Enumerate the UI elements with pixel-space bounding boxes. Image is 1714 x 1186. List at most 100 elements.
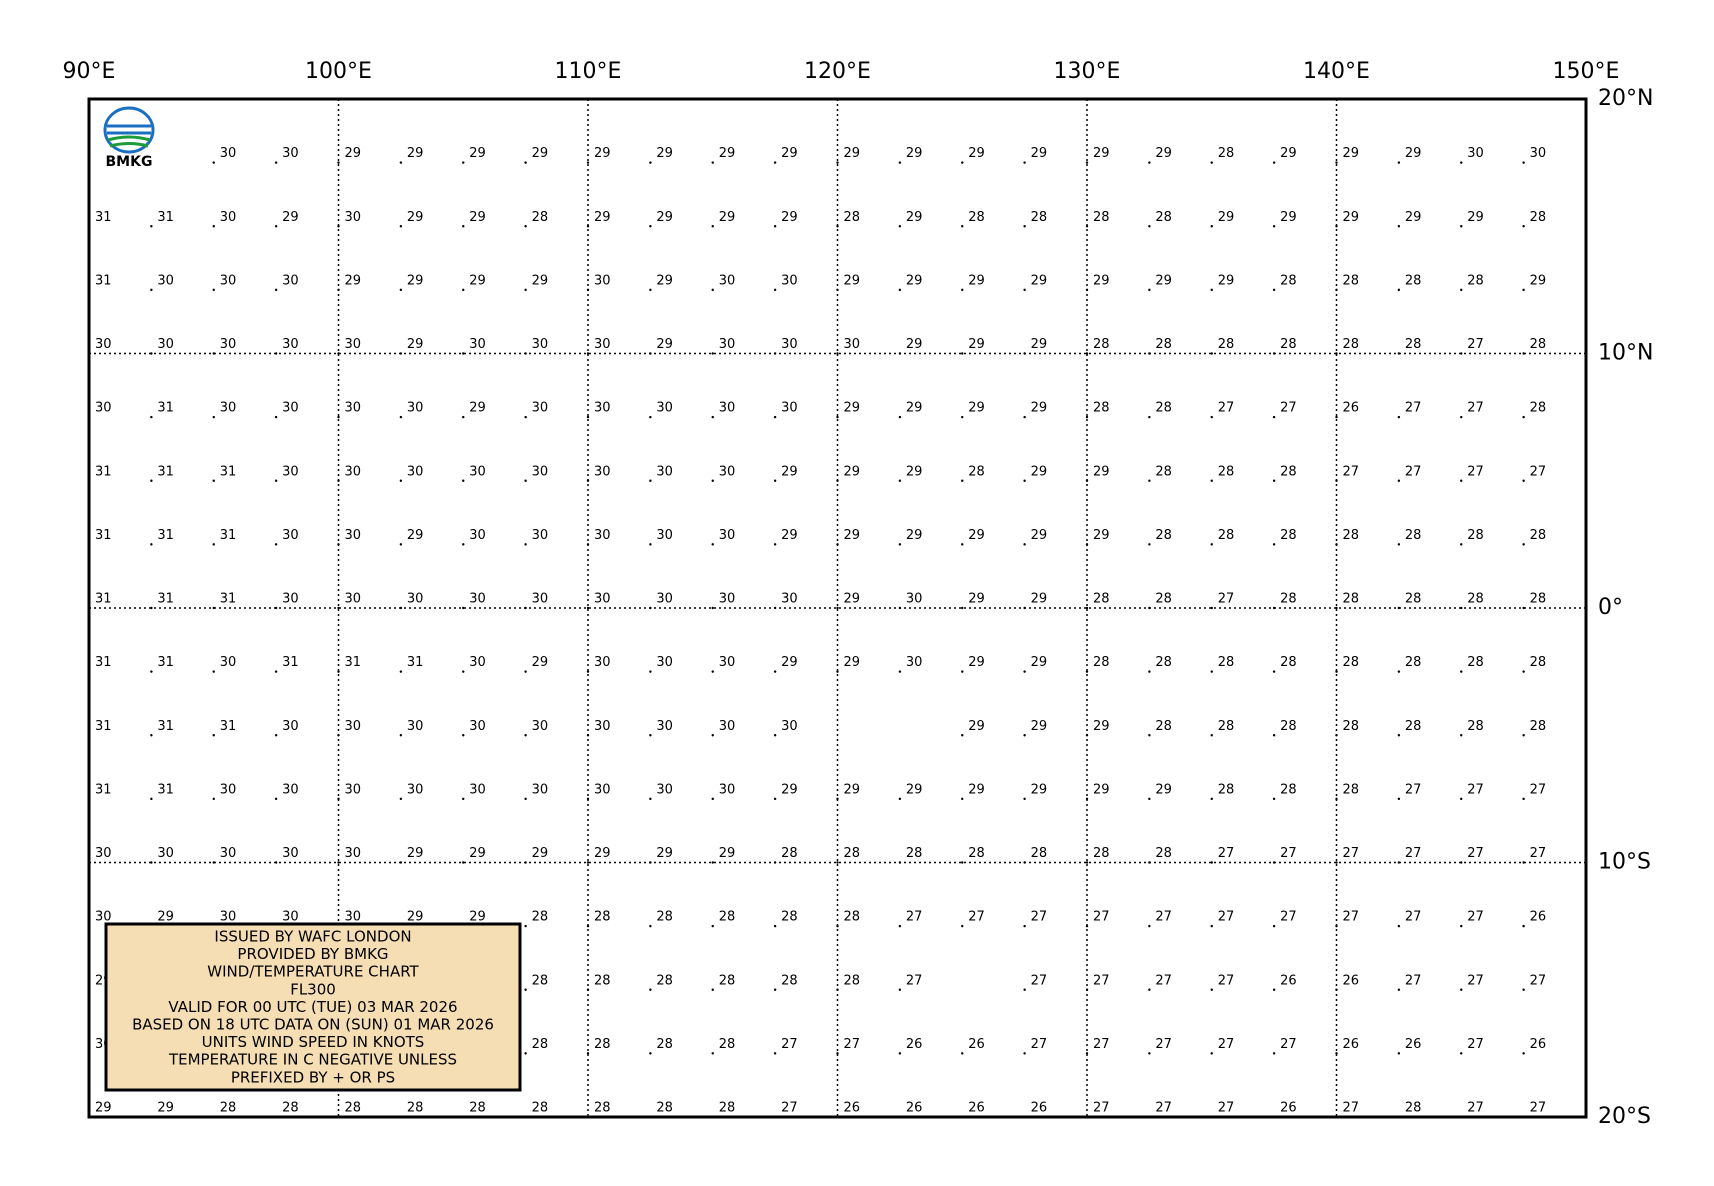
grid-point <box>399 288 403 292</box>
grid-point <box>1522 479 1525 482</box>
grid-point <box>1023 670 1026 673</box>
temperature: 28 <box>282 1101 299 1116</box>
grid-point <box>337 415 340 419</box>
grid-point <box>1210 1052 1213 1055</box>
temperature: 28 <box>532 1101 549 1116</box>
temperature: 28 <box>1031 210 1048 225</box>
grid-point <box>1148 288 1151 292</box>
grid-point <box>586 288 590 292</box>
temperature: 29 <box>469 273 486 288</box>
grid-point <box>524 1052 527 1055</box>
grid-point <box>1023 288 1026 292</box>
grid-point <box>649 670 652 673</box>
grid-point <box>773 606 777 610</box>
grid-point <box>337 606 340 610</box>
lat-label: 10°N <box>1598 341 1653 366</box>
grid-point <box>1023 924 1026 928</box>
temperature: 27 <box>1031 910 1048 925</box>
grid-point <box>1522 225 1525 228</box>
temperature: 28 <box>968 464 985 479</box>
temperature: 30 <box>594 401 611 416</box>
grid-point <box>274 415 278 419</box>
grid-point <box>212 606 215 610</box>
temperature: 27 <box>1467 401 1484 416</box>
temperature: 28 <box>1405 273 1422 288</box>
grid-point <box>150 352 153 355</box>
temperature: 28 <box>1218 655 1235 670</box>
temperature: 30 <box>532 782 549 797</box>
temperature: 29 <box>656 846 673 861</box>
temperature: 28 <box>719 1101 736 1116</box>
info-line: PREFIXED BY + OR PS <box>231 1068 395 1086</box>
temperature: 29 <box>906 782 923 797</box>
grid-point <box>1272 797 1276 801</box>
grid-point <box>1210 734 1213 737</box>
grid-point <box>462 225 465 228</box>
temperature: 29 <box>968 655 985 670</box>
temperature: 30 <box>220 846 237 861</box>
temperature: 27 <box>1343 464 1360 479</box>
temperature: 29 <box>844 592 861 607</box>
temperature: 30 <box>594 719 611 734</box>
grid-point <box>711 161 714 164</box>
temperature: 30 <box>719 401 736 416</box>
grid-point <box>1023 988 1026 991</box>
temperature: 29 <box>1031 273 1048 288</box>
grid-point <box>1272 415 1276 419</box>
grid-point <box>1023 861 1026 864</box>
temperature: 30 <box>469 528 486 543</box>
temperature: 28 <box>656 973 673 988</box>
temperature: 31 <box>345 655 362 670</box>
temperature: 27 <box>1467 337 1484 352</box>
grid-point <box>399 734 403 737</box>
temperature: 27 <box>1280 401 1297 416</box>
temperature: 29 <box>1031 337 1048 352</box>
grid-point <box>1335 924 1338 928</box>
temperature: 30 <box>1530 146 1547 161</box>
temperature: 29 <box>1093 719 1110 734</box>
temperature: 27 <box>781 1037 798 1052</box>
grid-point <box>1460 1052 1463 1055</box>
temperature: 29 <box>968 528 985 543</box>
grid-point <box>773 415 777 419</box>
temperature: 30 <box>781 273 798 288</box>
temperature: 30 <box>282 782 299 797</box>
temperature: 28 <box>844 973 861 988</box>
grid-point <box>1210 797 1213 801</box>
lat-label: 10°S <box>1598 850 1651 875</box>
temperature: 28 <box>407 1101 424 1116</box>
grid-point <box>1210 988 1213 991</box>
temperature: 28 <box>719 973 736 988</box>
temperature: 30 <box>407 782 424 797</box>
temperature: 29 <box>906 528 923 543</box>
grid-point <box>337 861 340 864</box>
grid-point <box>1460 606 1463 610</box>
grid-point <box>649 225 652 228</box>
grid-point <box>1460 479 1463 482</box>
temperature: 30 <box>282 719 299 734</box>
grid-point <box>1335 225 1338 228</box>
temperature: 31 <box>95 655 112 670</box>
temperature: 28 <box>532 910 549 925</box>
grid-point <box>1460 415 1463 419</box>
temperature: 28 <box>781 973 798 988</box>
grid-point <box>1272 288 1276 292</box>
temperature: 28 <box>1280 655 1297 670</box>
temperature: 30 <box>95 910 112 925</box>
grid-point <box>1272 225 1276 228</box>
temperature: 30 <box>407 719 424 734</box>
grid-point <box>150 415 153 419</box>
temperature: 29 <box>844 146 861 161</box>
temperature: 26 <box>968 1101 985 1116</box>
temperature: 30 <box>656 401 673 416</box>
temperature: 27 <box>1467 464 1484 479</box>
temperature: 31 <box>157 210 174 225</box>
info-line: UNITS WIND SPEED IN KNOTS <box>202 1033 425 1051</box>
grid-point <box>1148 161 1151 164</box>
temperature: 30 <box>532 719 549 734</box>
grid-point <box>773 479 777 482</box>
temperature: 30 <box>282 592 299 607</box>
temperature: 30 <box>781 592 798 607</box>
temperature: 26 <box>906 1101 923 1116</box>
